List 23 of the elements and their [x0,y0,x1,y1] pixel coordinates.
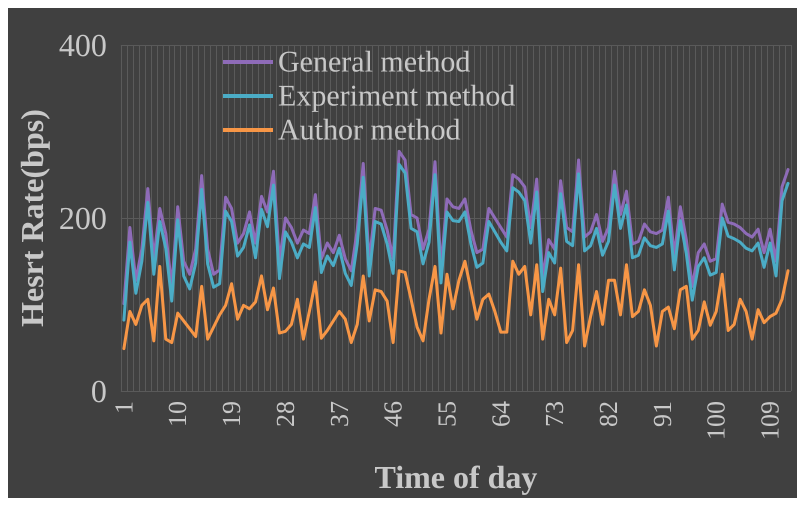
line-series [122,162,790,322]
x-tick-label: 46 [378,401,408,427]
x-tick-label: 37 [324,401,354,427]
y-axis-title: Hesrt Rate(bps) [14,109,50,327]
x-tick-label: 91 [648,401,677,427]
legend-label: General method [278,46,470,78]
x-tick-label: 19 [217,401,246,427]
x-tick-label: 73 [540,401,570,427]
x-tick-label: 28 [270,401,300,427]
x-tick-label: 64 [486,401,516,427]
y-tick-label: 0 [90,373,107,409]
x-axis-title: Time of day [374,459,538,495]
x-tick-label: 109 [756,401,785,440]
legend-label: Experiment method [278,80,516,112]
line-series [122,260,790,350]
y-tick-label: 400 [58,27,107,63]
x-tick-label: 1 [109,401,138,414]
legend-label: Author method [278,114,460,146]
x-tick-label: 82 [594,401,624,427]
x-tick-label: 55 [432,401,462,427]
x-tick-label: 10 [163,401,192,427]
y-tick-label: 200 [58,200,107,236]
x-tick-label: 100 [702,401,731,440]
